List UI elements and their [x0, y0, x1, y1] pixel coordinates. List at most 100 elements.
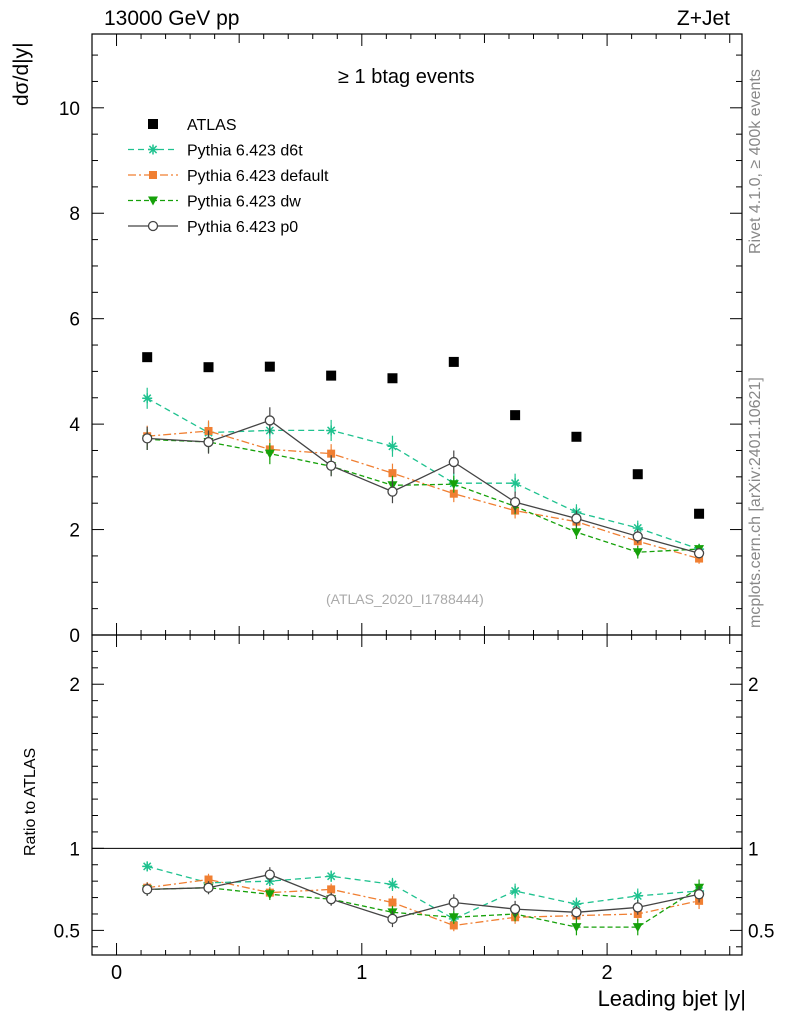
- ratio-point-pythia-6-423-d6t: [571, 899, 582, 910]
- point-atlas: [510, 410, 521, 421]
- ratio-point-pythia-6-423-d6t: [510, 886, 521, 896]
- ratio-point-pythia-6-423-p0: [387, 913, 398, 925]
- x-tick-label: 0: [111, 962, 122, 984]
- point-pythia-6-423-p0: [509, 496, 521, 508]
- y-tick-label: 0: [69, 626, 80, 647]
- x-tick-label: 1: [356, 962, 367, 984]
- point-pythia-6-423-dw: [448, 480, 459, 490]
- series-line-pythia-6-423-default: [147, 430, 700, 560]
- ratio-point-pythia-6-423-p0: [264, 869, 275, 880]
- point-pythia-6-423-p0: [387, 486, 398, 497]
- ratio-point-pythia-6-423-d6t: [387, 879, 398, 890]
- series-line-pythia-6-423-p0: [147, 419, 700, 554]
- point-pythia-6-423-d6t: [510, 478, 521, 489]
- rivet-version-label: Rivet 4.1.0, ≥ 400k events: [747, 69, 764, 254]
- ratio-point-pythia-6-423-p0: [203, 882, 214, 893]
- y-tick-label: 10: [59, 99, 80, 120]
- legend-label-pythia-6-423-d6t: Pythia 6.423 d6t: [187, 143, 303, 160]
- x-axis-label: Leading bjet |y|: [597, 986, 746, 1011]
- point-pythia-6-423-p0: [142, 433, 153, 444]
- mcplots-source-label: mcplots.cern.ch [arXiv:2401.10621]: [747, 377, 764, 628]
- legend-marker-pythia-6-423-default: [149, 171, 157, 179]
- ratio-tick-label-left: 1: [69, 839, 80, 860]
- point-pythia-6-423-p0: [571, 513, 582, 524]
- header-process: Z+Jet: [676, 7, 730, 30]
- point-pythia-6-423-dw: [264, 449, 275, 459]
- ratio-point-pythia-6-423-p0: [142, 884, 153, 895]
- ratio-point-pythia-6-423-p0: [693, 889, 705, 900]
- ratio-point-pythia-6-423-p0: [448, 897, 459, 908]
- series-line-pythia-6-423-d6t: [146, 397, 700, 550]
- point-pythia-6-423-d6t: [326, 425, 337, 436]
- point-atlas: [264, 361, 275, 372]
- plot-title: ≥ 1 btag events: [338, 66, 475, 88]
- ratio-axis-label: Ratio to ATLAS: [22, 747, 39, 856]
- legend-marker-pythia-6-423-p0: [147, 220, 159, 232]
- ratio-point-pythia-6-423-p0: [571, 907, 582, 918]
- y-tick-label: 4: [69, 415, 80, 436]
- ratio-tick-label-right: 1: [748, 839, 759, 860]
- ratio-line-pythia-6-423-default: [147, 878, 700, 927]
- point-pythia-6-423-p0: [448, 456, 459, 468]
- legend-label-pythia-6-423-default: Pythia 6.423 default: [187, 168, 329, 185]
- legend-label-pythia-6-423-dw: Pythia 6.423 dw: [187, 194, 301, 211]
- ratio-point-pythia-6-423-dw: [632, 923, 643, 933]
- legend-label-pythia-6-423-p0: Pythia 6.423 p0: [187, 219, 298, 236]
- ratio-point-pythia-6-423-dw: [448, 913, 459, 923]
- y-tick-label: 8: [69, 204, 80, 225]
- legend-marker-pythia-6-423-dw: [148, 196, 158, 206]
- ratio-plot-frame: [91, 634, 743, 956]
- ratio-tick-label-left: 0.5: [54, 921, 80, 942]
- series-line-pythia-6-423-dw: [147, 438, 700, 553]
- ratio-point-pythia-6-423-p0: [326, 894, 337, 905]
- point-pythia-6-423-d6t: [142, 393, 153, 404]
- ratio-point-pythia-6-423-default: [327, 885, 336, 894]
- y-axis-label: dσ/d|y|: [10, 42, 33, 106]
- ratio-point-pythia-6-423-d6t: [632, 890, 643, 901]
- point-pythia-6-423-p0: [264, 415, 275, 426]
- point-atlas: [142, 352, 153, 363]
- point-pythia-6-423-default: [327, 449, 336, 458]
- point-pythia-6-423-p0: [632, 531, 643, 542]
- ratio-point-pythia-6-423-default: [388, 898, 397, 907]
- point-atlas: [387, 373, 398, 384]
- point-pythia-6-423-d6t: [632, 522, 643, 533]
- point-pythia-6-423-d6t: [387, 441, 398, 452]
- ratio-line-pythia-6-423-dw: [147, 887, 700, 928]
- ratio-tick-label-right: 0.5: [748, 921, 774, 942]
- ratio-point-pythia-6-423-dw: [571, 923, 582, 933]
- legend-label-atlas: ATLAS: [187, 117, 237, 134]
- legend-marker-pythia-6-423-d6t: [148, 144, 158, 155]
- ratio-point-pythia-6-423-d6t: [142, 861, 153, 872]
- point-pythia-6-423-p0: [693, 548, 705, 559]
- point-atlas: [632, 469, 643, 480]
- point-atlas: [448, 356, 459, 367]
- point-atlas: [326, 370, 337, 381]
- x-tick-label: 2: [602, 962, 613, 984]
- point-atlas: [694, 508, 705, 519]
- y-tick-label: 6: [69, 310, 80, 331]
- ratio-line-pythia-6-423-p0: [147, 873, 700, 920]
- point-pythia-6-423-default: [449, 489, 458, 498]
- point-pythia-6-423-dw: [571, 528, 582, 538]
- ratio-point-pythia-6-423-p0: [632, 902, 643, 913]
- ratio-tick-label-left: 2: [69, 675, 80, 696]
- header-energy: 13000 GeV pp: [104, 7, 240, 30]
- ratio-point-pythia-6-423-p0: [509, 903, 521, 915]
- point-pythia-6-423-p0: [203, 436, 214, 448]
- point-pythia-6-423-default: [388, 469, 397, 478]
- point-pythia-6-423-dw: [632, 548, 643, 558]
- point-atlas: [203, 362, 214, 373]
- ratio-tick-label-right: 2: [748, 675, 759, 696]
- point-pythia-6-423-p0: [326, 460, 337, 471]
- legend-marker-atlas: [148, 119, 158, 129]
- ratio-point-pythia-6-423-d6t: [326, 871, 337, 882]
- ratio-point-pythia-6-423-default: [449, 921, 458, 930]
- ratio-point-pythia-6-423-default: [204, 875, 213, 884]
- point-atlas: [571, 431, 582, 442]
- ratio-point-pythia-6-423-dw: [264, 890, 275, 900]
- y-tick-label: 2: [69, 521, 80, 542]
- analysis-watermark: (ATLAS_2020_I1788444): [326, 591, 484, 607]
- ratio-line-pythia-6-423-d6t: [147, 865, 700, 920]
